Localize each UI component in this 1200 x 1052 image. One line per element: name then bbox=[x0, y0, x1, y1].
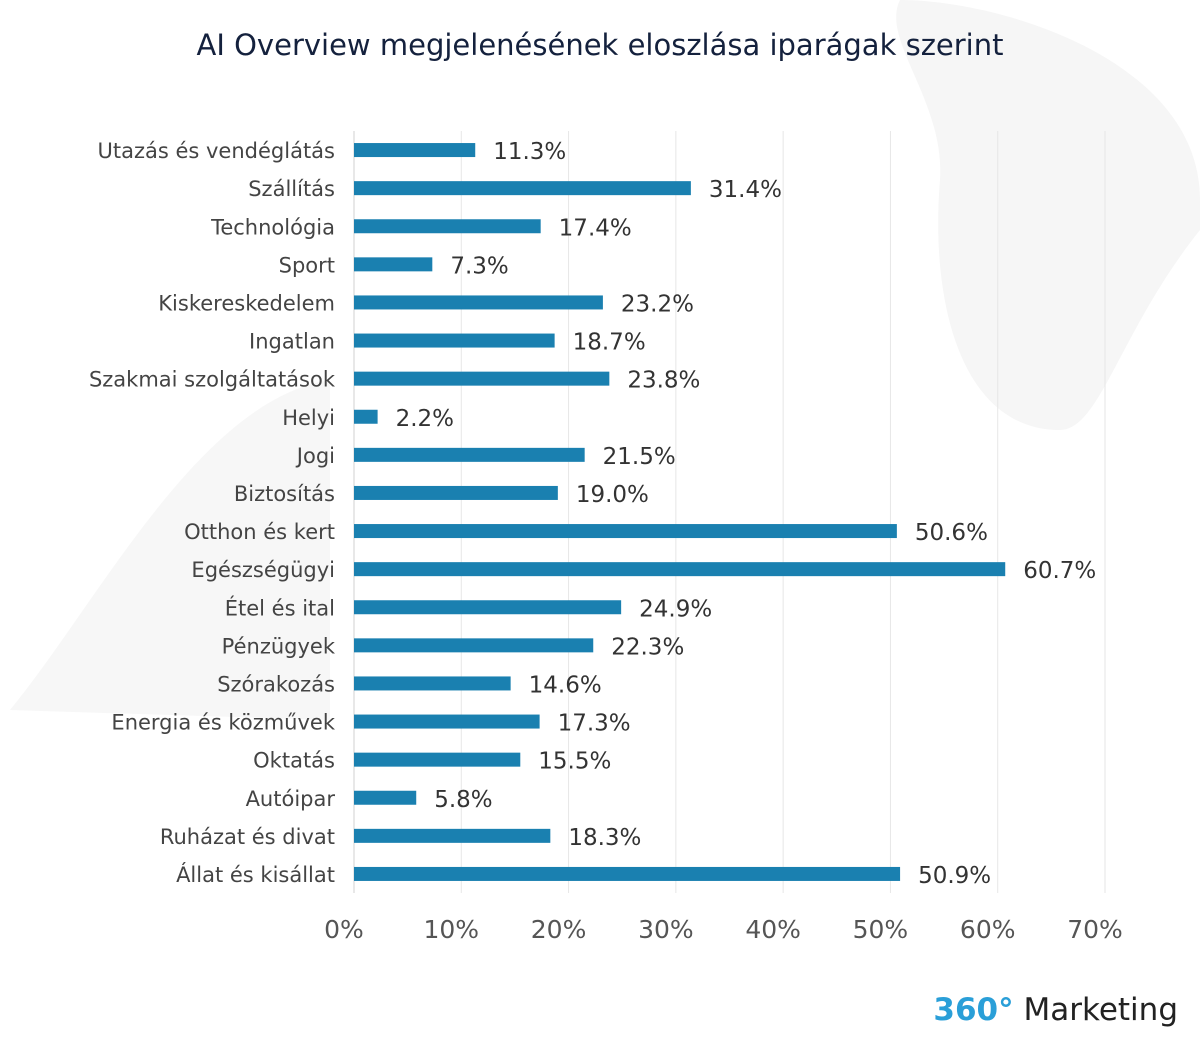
bar bbox=[354, 447, 585, 462]
x-tick-label: 40% bbox=[745, 915, 801, 944]
data-label: 17.4% bbox=[559, 215, 632, 241]
bar bbox=[354, 295, 603, 310]
logo-text: Marketing bbox=[1013, 992, 1178, 1028]
data-label: 21.5% bbox=[603, 444, 676, 470]
bar bbox=[354, 600, 622, 615]
data-label: 14.6% bbox=[529, 672, 602, 698]
category-label: Ingatlan bbox=[249, 330, 335, 354]
data-label: 7.3% bbox=[450, 253, 508, 279]
x-tick-label: 0% bbox=[324, 915, 364, 944]
data-label: 19.0% bbox=[576, 482, 649, 508]
bar bbox=[354, 257, 433, 272]
data-label: 22.3% bbox=[611, 634, 684, 660]
bar bbox=[354, 524, 897, 539]
bar bbox=[354, 676, 511, 691]
bar bbox=[354, 866, 901, 881]
x-tick-label: 50% bbox=[853, 915, 909, 944]
bar bbox=[354, 409, 378, 424]
x-tick-label: 10% bbox=[423, 915, 479, 944]
category-label: Egészségügyi bbox=[191, 558, 335, 582]
data-label: 50.9% bbox=[918, 863, 991, 889]
bar bbox=[354, 828, 551, 843]
data-label: 17.3% bbox=[558, 711, 631, 737]
category-label: Szórakozás bbox=[217, 672, 335, 696]
bar bbox=[354, 219, 541, 234]
data-label: 5.8% bbox=[434, 787, 492, 813]
data-label: 23.8% bbox=[627, 368, 700, 394]
data-label: 18.7% bbox=[573, 330, 646, 356]
bar bbox=[354, 562, 1006, 577]
category-label: Szállítás bbox=[248, 177, 335, 201]
category-label: Állat és kisállat bbox=[176, 862, 335, 887]
data-label: 18.3% bbox=[568, 825, 641, 851]
x-tick-label: 60% bbox=[960, 915, 1016, 944]
x-tick-label: 30% bbox=[638, 915, 694, 944]
data-label: 50.6% bbox=[915, 520, 988, 546]
bar bbox=[354, 181, 691, 196]
x-tick-label: 70% bbox=[1067, 915, 1123, 944]
category-label: Energia és közművek bbox=[111, 711, 335, 735]
chart-title: AI Overview megjelenésének eloszlása ipa… bbox=[196, 28, 1004, 62]
category-label: Kiskereskedelem bbox=[158, 291, 335, 315]
background-decoration bbox=[10, 0, 1200, 720]
x-tick-label: 20% bbox=[531, 915, 587, 944]
data-label: 2.2% bbox=[396, 406, 454, 432]
bar bbox=[354, 143, 476, 158]
data-label: 31.4% bbox=[709, 177, 782, 203]
category-label: Otthon és kert bbox=[184, 520, 335, 544]
data-label: 23.2% bbox=[621, 291, 694, 317]
bar bbox=[354, 485, 558, 500]
category-label: Ruházat és divat bbox=[160, 825, 335, 849]
category-label: Biztosítás bbox=[234, 482, 335, 506]
bar bbox=[354, 752, 521, 767]
data-label: 11.3% bbox=[493, 139, 566, 165]
category-label: Étel és ital bbox=[225, 595, 335, 620]
category-label: Autóipar bbox=[246, 787, 336, 811]
category-label: Helyi bbox=[282, 406, 335, 430]
bar bbox=[354, 371, 610, 386]
data-label: 60.7% bbox=[1023, 558, 1096, 584]
category-label: Sport bbox=[279, 253, 335, 277]
category-label: Utazás és vendéglátás bbox=[97, 139, 335, 163]
category-label: Pénzügyek bbox=[222, 634, 336, 658]
logo-number: 360° bbox=[933, 992, 1014, 1028]
logo: 360° Marketing bbox=[933, 992, 1178, 1028]
data-label: 24.9% bbox=[639, 596, 712, 622]
category-label: Jogi bbox=[295, 444, 335, 468]
bar bbox=[354, 638, 594, 653]
category-label: Szakmai szolgáltatások bbox=[89, 368, 336, 392]
category-label: Oktatás bbox=[253, 749, 335, 773]
bar bbox=[354, 333, 555, 348]
bar bbox=[354, 714, 540, 729]
category-label: Technológia bbox=[210, 215, 335, 239]
data-label: 15.5% bbox=[538, 749, 611, 775]
bar bbox=[354, 790, 417, 805]
